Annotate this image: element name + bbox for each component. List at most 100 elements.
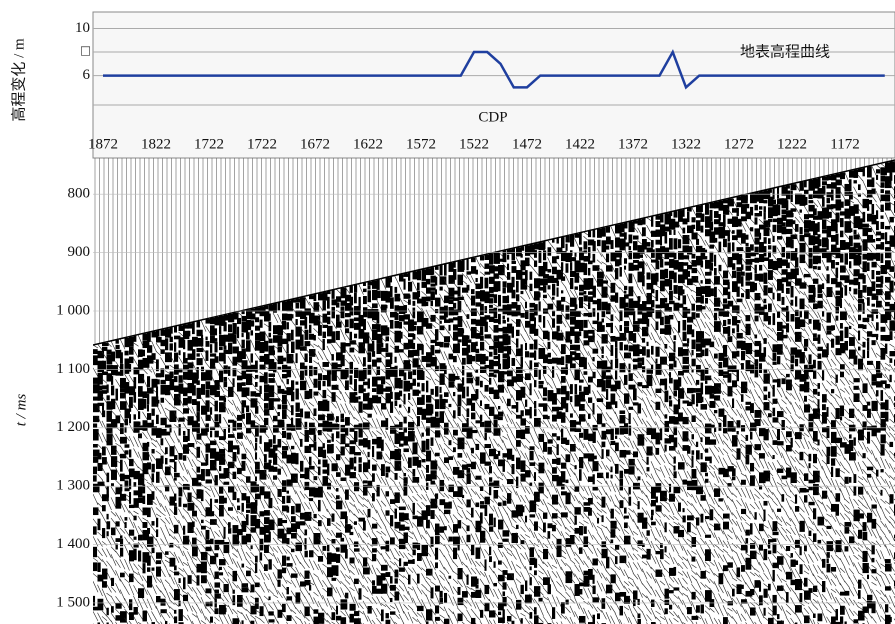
wiggle bbox=[242, 454, 247, 460]
wiggle bbox=[498, 295, 501, 306]
wiggle bbox=[242, 400, 247, 407]
wiggle bbox=[665, 578, 670, 589]
wiggle bbox=[530, 588, 535, 594]
wiggle bbox=[453, 612, 458, 623]
wiggle bbox=[215, 505, 220, 510]
wiggle bbox=[318, 520, 322, 526]
wiggle bbox=[431, 430, 436, 434]
wiggle bbox=[615, 464, 619, 474]
wiggle bbox=[570, 262, 572, 271]
wiggle bbox=[638, 403, 642, 413]
wiggle bbox=[557, 546, 562, 557]
wiggle bbox=[606, 345, 611, 352]
wiggle bbox=[642, 239, 647, 250]
wiggle bbox=[534, 543, 539, 547]
wiggle bbox=[665, 269, 669, 278]
wiggle bbox=[462, 522, 467, 526]
wiggle bbox=[296, 367, 301, 378]
wiggle bbox=[552, 445, 557, 448]
wiggle bbox=[660, 336, 665, 346]
wiggle bbox=[498, 582, 503, 588]
wiggle bbox=[260, 470, 267, 480]
wiggle bbox=[557, 388, 561, 394]
wiggle bbox=[638, 396, 643, 400]
wiggle bbox=[458, 395, 462, 407]
wiggle bbox=[215, 338, 218, 342]
wiggle bbox=[642, 419, 647, 427]
wiggle bbox=[237, 327, 239, 338]
wiggle bbox=[422, 345, 424, 355]
wiggle bbox=[107, 384, 109, 392]
wiggle bbox=[255, 388, 260, 392]
wiggle bbox=[404, 300, 409, 303]
wiggle bbox=[431, 447, 436, 457]
wiggle bbox=[183, 381, 188, 385]
wiggle bbox=[525, 453, 530, 464]
wiggle bbox=[498, 335, 503, 338]
wiggle bbox=[584, 295, 588, 301]
wiggle bbox=[93, 416, 99, 422]
wiggle bbox=[404, 314, 410, 319]
wiggle bbox=[561, 356, 564, 365]
wiggle bbox=[305, 494, 310, 500]
wiggle bbox=[507, 584, 512, 594]
wiggle bbox=[602, 442, 606, 448]
wiggle bbox=[111, 446, 117, 455]
wiggle bbox=[489, 556, 492, 562]
wiggle bbox=[282, 441, 287, 445]
wiggle bbox=[179, 509, 184, 519]
wiggle bbox=[399, 507, 406, 511]
wiggle bbox=[521, 534, 526, 539]
wiggle bbox=[381, 348, 385, 352]
wiggle bbox=[93, 581, 98, 592]
wiggle bbox=[561, 276, 565, 281]
wiggle bbox=[323, 546, 327, 551]
wiggle bbox=[318, 556, 323, 562]
wiggle bbox=[219, 496, 224, 504]
wiggle bbox=[431, 287, 436, 290]
wiggle bbox=[458, 498, 463, 504]
wiggle bbox=[485, 468, 490, 475]
wiggle bbox=[471, 489, 476, 495]
wiggle bbox=[494, 499, 499, 506]
wiggle bbox=[156, 529, 158, 537]
wiggle bbox=[386, 454, 391, 461]
wiggle bbox=[611, 447, 616, 453]
wiggle bbox=[584, 291, 587, 294]
wiggle bbox=[323, 314, 328, 323]
wiggle bbox=[449, 456, 454, 460]
wiggle bbox=[539, 550, 544, 554]
wiggle bbox=[494, 428, 501, 436]
wiggle bbox=[579, 285, 584, 292]
wiggle bbox=[327, 422, 332, 432]
wiggle bbox=[615, 341, 617, 348]
wiggle bbox=[570, 526, 575, 531]
wiggle bbox=[363, 431, 368, 438]
wiggle bbox=[138, 422, 141, 426]
wiggle bbox=[494, 583, 497, 586]
wiggle bbox=[219, 449, 225, 454]
wiggle bbox=[435, 617, 440, 621]
wiggle bbox=[476, 561, 481, 566]
wiggle bbox=[183, 387, 188, 396]
wiggle bbox=[372, 531, 377, 538]
wiggle bbox=[552, 506, 557, 511]
wiggle bbox=[152, 611, 157, 620]
wiggle bbox=[116, 434, 121, 442]
wiggle bbox=[435, 329, 438, 340]
wiggle bbox=[642, 561, 647, 565]
wiggle bbox=[233, 503, 238, 514]
wiggle bbox=[125, 419, 129, 426]
wiggle bbox=[530, 335, 535, 342]
wiggle bbox=[426, 451, 431, 462]
wiggle bbox=[422, 557, 427, 568]
wiggle bbox=[665, 546, 667, 552]
wiggle bbox=[512, 614, 517, 619]
wiggle bbox=[611, 305, 616, 313]
wiggle bbox=[228, 324, 232, 332]
wiggle bbox=[467, 620, 472, 624]
wiggle bbox=[219, 414, 221, 423]
wiggle bbox=[629, 274, 633, 284]
wiggle bbox=[377, 324, 381, 332]
wiggle bbox=[251, 440, 256, 452]
